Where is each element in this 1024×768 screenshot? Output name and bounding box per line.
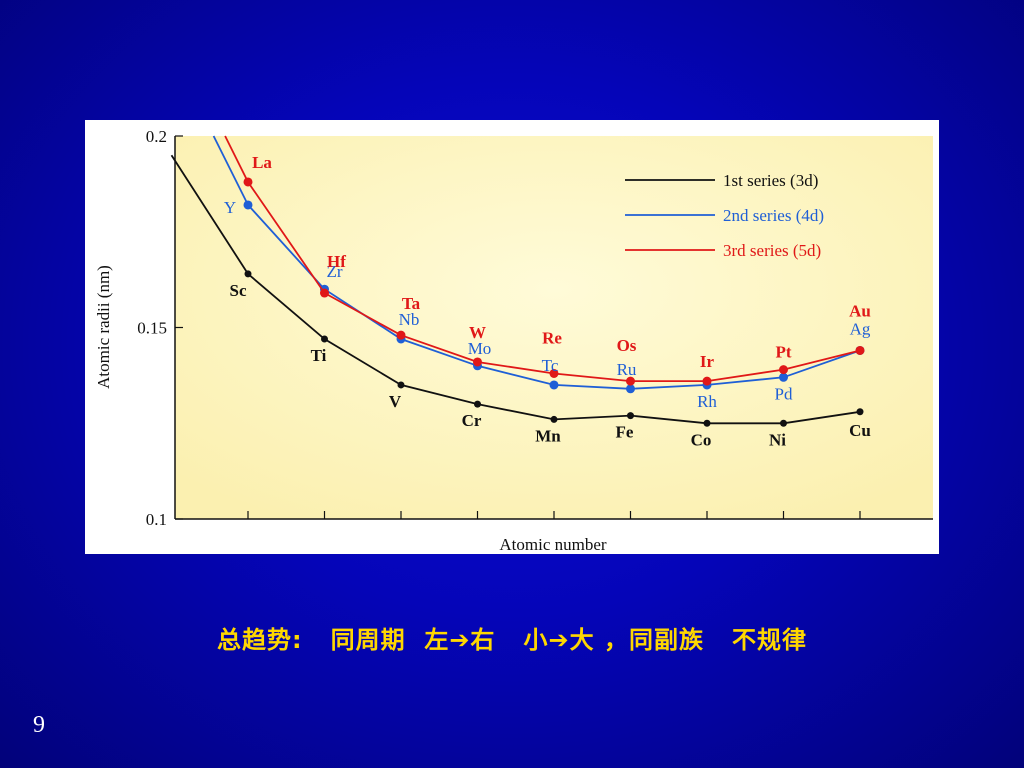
data-point-ru (626, 384, 635, 394)
element-label-la: La (252, 153, 272, 172)
element-label-hf: Hf (327, 252, 346, 271)
element-label-co: Co (691, 430, 712, 449)
element-label-v: V (389, 392, 402, 411)
element-label-mn: Mn (535, 426, 561, 445)
x-axis-label: Atomic number (499, 535, 607, 554)
data-point-ti (321, 335, 328, 343)
element-label-y: Y (224, 198, 236, 217)
element-label-ni: Ni (769, 430, 786, 449)
data-point-ni (780, 419, 787, 427)
data-point-pd (779, 372, 788, 382)
data-point-mn (550, 415, 558, 423)
element-label-ta: Ta (402, 294, 421, 313)
legend-label-1: 1st series (3d) (723, 171, 818, 190)
y-axis-label: Atomic radii (nm) (94, 265, 113, 389)
data-point-sc (244, 270, 252, 278)
data-point-w (473, 357, 482, 367)
element-label-tc: Tc (542, 356, 559, 375)
data-point-os (626, 376, 635, 386)
element-label-os: Os (617, 336, 637, 355)
atomic-radii-chart: 0.1 0.15 0.2 Sc Ti V Cr Mn Fe Co Ni Cu Y Zr Nb Mo Tc Ru R… (94, 127, 933, 554)
slide-caption: 总趋势: 同周期 左➔右 小➔大 ，同副族 不规律 (216, 626, 808, 654)
element-label-ti: Ti (311, 346, 327, 365)
element-label-pd: Pd (775, 384, 793, 403)
element-label-cr: Cr (462, 411, 482, 430)
data-point-cu (856, 408, 864, 416)
data-point-hf (320, 288, 329, 298)
element-label-fe: Fe (616, 423, 634, 442)
element-label-pt: Pt (775, 343, 791, 362)
element-label-nb: Nb (399, 310, 420, 329)
legend-label-3: 3rd series (5d) (723, 241, 821, 260)
element-label-sc: Sc (230, 281, 247, 300)
y-tick-label: 0.15 (137, 319, 167, 338)
element-label-ir: Ir (700, 352, 715, 371)
data-point-y (243, 200, 253, 210)
data-point-re (549, 368, 559, 378)
data-point-ta (396, 330, 406, 340)
element-label-au: Au (849, 301, 871, 320)
data-point-co (703, 419, 711, 427)
data-point-v (397, 381, 405, 389)
element-label-ag: Ag (850, 319, 871, 338)
series-line-2 (212, 135, 861, 390)
legend-label-2: 2nd series (4d) (723, 206, 824, 225)
data-point-pt (779, 365, 788, 375)
element-label-zr: Zr (326, 262, 342, 281)
element-label-ru: Ru (617, 360, 637, 379)
element-label-cu: Cu (849, 421, 871, 440)
data-point-cr (474, 400, 481, 408)
data-point-fe (627, 412, 634, 420)
data-point-la (243, 177, 253, 187)
plot-area (175, 136, 933, 519)
page-number: 9 (33, 712, 45, 738)
element-label-w: W (469, 323, 486, 342)
series-line-3 (224, 135, 861, 382)
series-line-1 (170, 154, 861, 425)
y-tick-label: 0.1 (146, 510, 167, 529)
data-point-au (855, 345, 865, 355)
element-label-rh: Rh (697, 392, 717, 411)
element-label-re: Re (542, 328, 562, 347)
data-point-ir (702, 376, 712, 386)
data-point-tc (549, 380, 559, 390)
chart-figure: 0.1 0.15 0.2 Sc Ti V Cr Mn Fe Co Ni Cu Y Zr Nb Mo Tc Ru R… (85, 120, 939, 554)
y-tick-label: 0.2 (146, 127, 167, 146)
element-label-mo: Mo (468, 339, 492, 358)
